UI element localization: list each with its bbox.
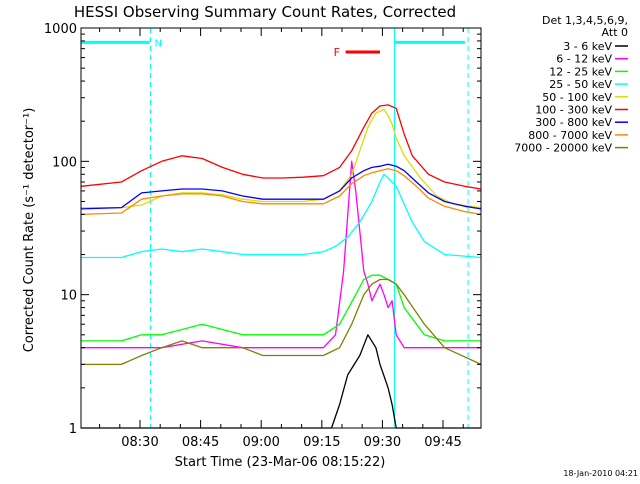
series-line-6 bbox=[80, 104, 482, 190]
legend-label: 50 - 100 keV bbox=[542, 91, 612, 104]
legend-label: 100 - 300 keV bbox=[535, 104, 612, 117]
y-tick-label: 1000 bbox=[44, 22, 77, 37]
legend-label: 800 - 7000 keV bbox=[528, 129, 612, 142]
series-line-8 bbox=[80, 168, 482, 216]
chart-title: HESSI Observing Summary Count Rates, Cor… bbox=[74, 3, 456, 21]
y-tick-label: 100 bbox=[52, 155, 77, 170]
n-label: N bbox=[154, 38, 161, 49]
legend-header: Att 0 bbox=[602, 26, 628, 39]
x-tick-label: 08:45 bbox=[182, 435, 219, 450]
legend-label: 7000 - 20000 keV bbox=[514, 142, 612, 155]
x-tick-label: 09:15 bbox=[303, 435, 340, 450]
x-tick-label: 09:45 bbox=[424, 435, 461, 450]
y-axis-label: Corrected Count Rate (s⁻¹ detector⁻¹) bbox=[22, 108, 37, 353]
y-tick-label: 1 bbox=[69, 422, 77, 437]
legend-label: 25 - 50 keV bbox=[549, 78, 612, 91]
axes: 1 10 100 1000 08:30 08:45 09:00 09:15 09:30 09:45 bbox=[44, 22, 482, 450]
legend-label: 12 - 25 keV bbox=[549, 65, 612, 78]
series-line-9 bbox=[81, 278, 482, 366]
f-label: F bbox=[334, 46, 340, 59]
legend-header: Det 1,3,4,5,6,9, bbox=[542, 14, 628, 27]
series-line-4 bbox=[81, 173, 482, 259]
y-tick-label: 10 bbox=[60, 289, 77, 304]
legend-label: 300 - 800 keV bbox=[535, 116, 612, 129]
legend-label: 6 - 12 keV bbox=[556, 53, 612, 66]
series-line-5 bbox=[81, 108, 482, 209]
plot-content: NF bbox=[80, 28, 482, 429]
series-line-3 bbox=[81, 274, 481, 342]
series-line-7 bbox=[80, 163, 482, 210]
x-tick-label: 09:30 bbox=[364, 435, 401, 450]
legend-label: 3 - 6 keV bbox=[563, 40, 612, 53]
series-line-2 bbox=[81, 160, 481, 349]
x-axis-label: Start Time (23-Mar-06 08:15:22) bbox=[175, 455, 386, 470]
footer-timestamp: 18-Jan-2010 04:21 bbox=[563, 469, 638, 478]
x-tick-label: 08:30 bbox=[121, 435, 158, 450]
x-tick-label: 09:00 bbox=[242, 435, 279, 450]
